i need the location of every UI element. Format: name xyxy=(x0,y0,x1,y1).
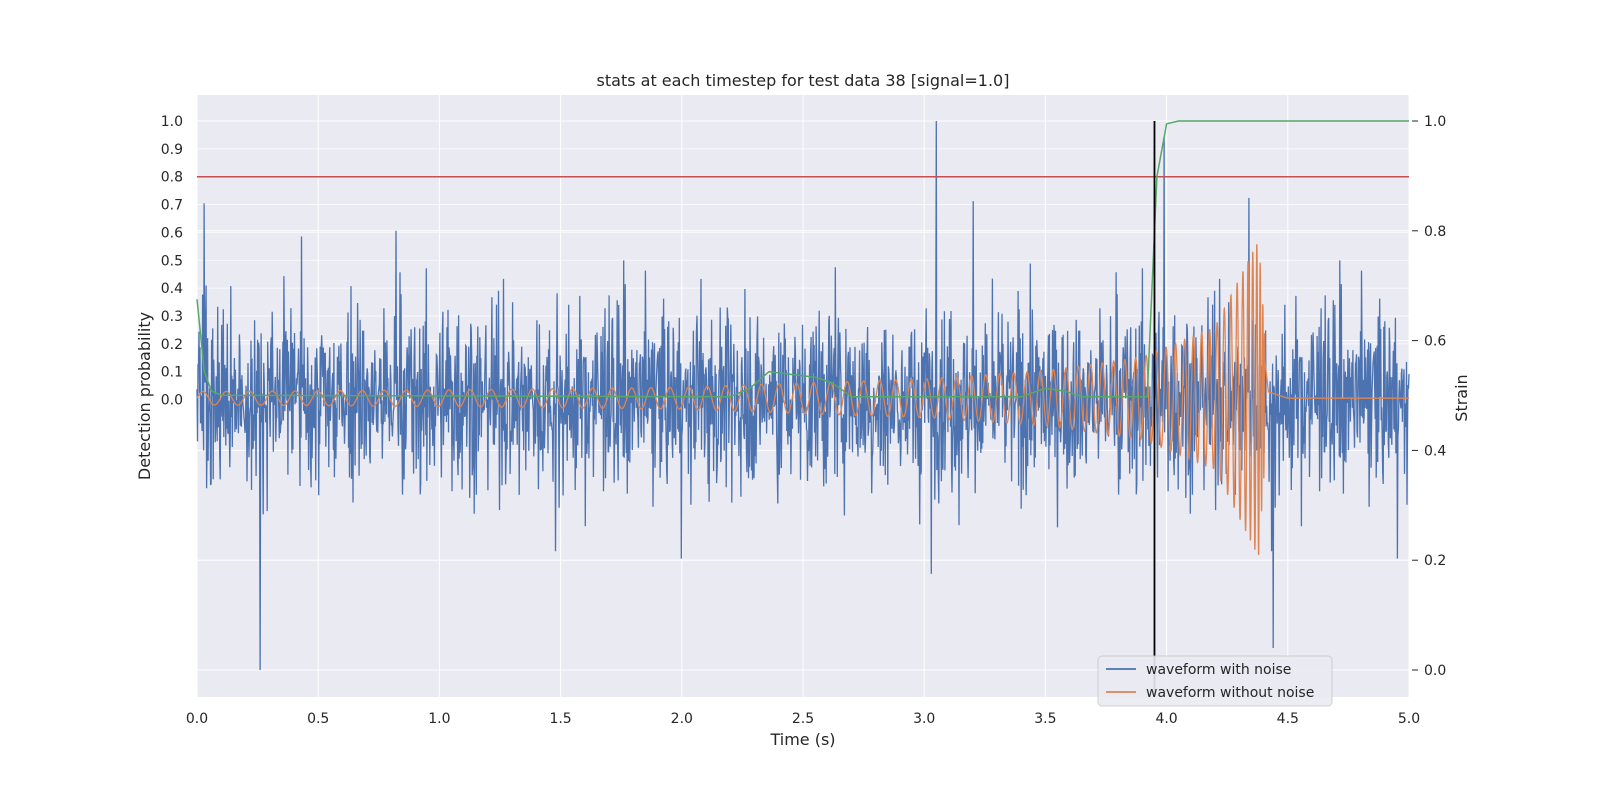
series-waveform-without-noise xyxy=(196,244,1409,556)
y-right-tick-label: 0.0 xyxy=(1424,663,1446,679)
legend-label-noise: waveform with noise xyxy=(1146,662,1291,678)
x-tick-label: 0.0 xyxy=(186,711,208,727)
plot-area xyxy=(196,120,1410,697)
y-left-tick-label: 0.3 xyxy=(161,309,183,325)
y-left-tick-label: 0.4 xyxy=(161,281,183,297)
y-axis-right-label: Strain xyxy=(1452,374,1471,421)
y-left-tick-label: 0.2 xyxy=(161,337,183,353)
y-left-tick-label: 0.5 xyxy=(161,253,183,269)
x-tick-label: 1.0 xyxy=(428,711,450,727)
x-tick-label: 5.0 xyxy=(1398,711,1420,727)
chart-title: stats at each timestep for test data 38 … xyxy=(597,71,1010,90)
x-tick-label: 2.0 xyxy=(671,711,693,727)
x-tick-label: 4.5 xyxy=(1277,711,1299,727)
y-left-tick-label: 1.0 xyxy=(161,114,183,130)
x-axis-ticks: 0.0 0.5 1.0 1.5 2.0 2.5 3.0 3.5 4.0 4.5 5.0 xyxy=(186,711,1420,727)
legend-box xyxy=(1097,655,1333,707)
y-right-tick-label: 0.2 xyxy=(1424,553,1446,569)
y-axis-left-label: Detection probability xyxy=(135,312,154,480)
x-tick-label: 2.5 xyxy=(792,711,814,727)
y-left-tick-label: 0.1 xyxy=(161,365,183,381)
legend: waveform with noise waveform without noi… xyxy=(1097,655,1333,707)
x-tick-label: 1.5 xyxy=(549,711,571,727)
x-tick-label: 4.0 xyxy=(1155,711,1177,727)
legend-label-clean: waveform without noise xyxy=(1146,685,1314,701)
y-right-tick-label: 0.8 xyxy=(1424,224,1446,240)
y-right-tick-label: 0.4 xyxy=(1424,443,1446,459)
y-left-tick-label: 0.9 xyxy=(161,142,183,158)
y-right-tick-label: 0.6 xyxy=(1424,334,1446,350)
y-left-tick-label: 0.6 xyxy=(161,225,183,241)
y-axis-left-ticks: 0.0 0.1 0.2 0.3 0.4 0.5 0.6 0.7 0.8 0.9 1.0 xyxy=(161,114,183,409)
x-tick-label: 3.0 xyxy=(913,711,935,727)
x-tick-label: 0.5 xyxy=(307,711,329,727)
y-left-tick-label: 0.8 xyxy=(161,170,183,186)
x-tick-label: 3.5 xyxy=(1034,711,1056,727)
x-axis-label: Time (s) xyxy=(769,730,835,749)
y-left-tick-label: 0.7 xyxy=(161,198,183,214)
y-right-tick-label: 1.0 xyxy=(1424,114,1446,130)
y-axis-right-ticks: 0.0 0.2 0.4 0.6 0.8 1.0 xyxy=(1412,114,1446,679)
y-left-tick-label: 0.0 xyxy=(161,393,183,409)
